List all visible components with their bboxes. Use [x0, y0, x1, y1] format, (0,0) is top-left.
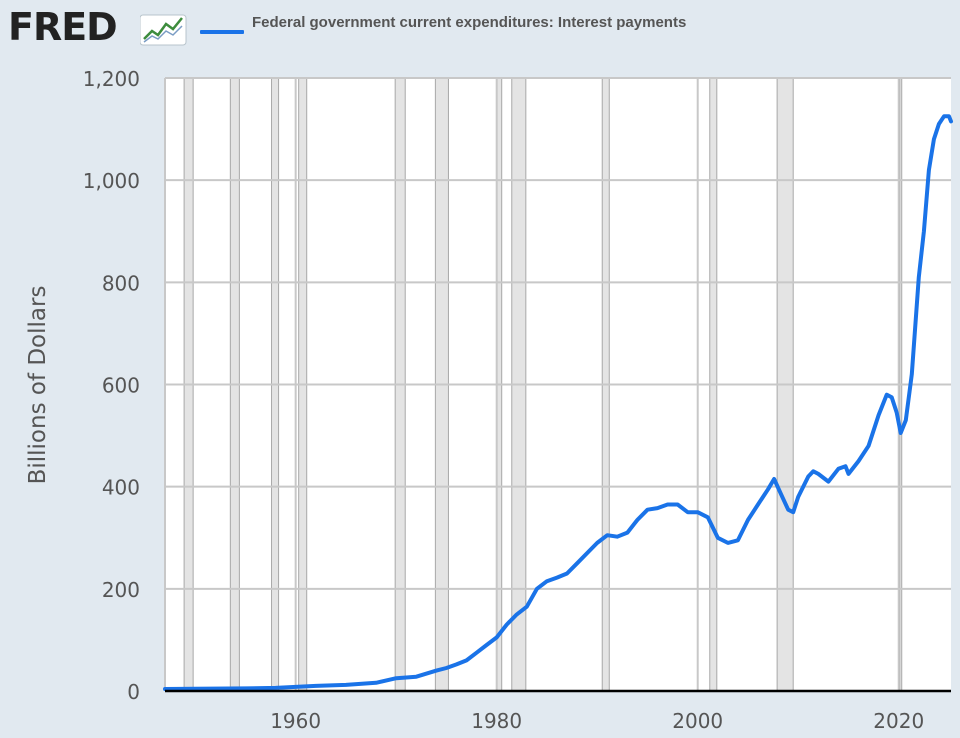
y-tick-label-600: 600 [102, 374, 140, 398]
gridlines [164, 77, 951, 692]
x-tick-label-1960: 1960 [270, 709, 321, 733]
y-tick-label-400: 400 [102, 476, 140, 500]
fred-logo[interactable]: FRED [8, 5, 118, 49]
chart-header: FRED Federal government current expendit… [0, 0, 960, 56]
x-axis-tick-labels: 1960 1980 2000 2020 [270, 709, 924, 733]
x-tick-label-1980: 1980 [471, 709, 522, 733]
legend-swatch [200, 30, 244, 34]
x-tick-label-2020: 2020 [873, 709, 924, 733]
y-tick-label-1200: 1,200 [83, 67, 140, 91]
y-tick-label-800: 800 [102, 271, 140, 295]
x-tick-label-2000: 2000 [672, 709, 723, 733]
y-tick-label-0: 0 [127, 680, 140, 704]
y-axis-tick-labels: 0 200 400 600 800 1,000 1,200 [83, 67, 140, 704]
y-axis-label: Billions of Dollars [25, 286, 51, 485]
trend-chart-icon [140, 14, 187, 46]
y-tick-label-200: 200 [102, 578, 140, 602]
y-tick-label-1000: 1,000 [83, 169, 140, 193]
legend-label: Federal government current expenditures:… [252, 14, 687, 31]
series-line-interest-payments [163, 114, 953, 691]
